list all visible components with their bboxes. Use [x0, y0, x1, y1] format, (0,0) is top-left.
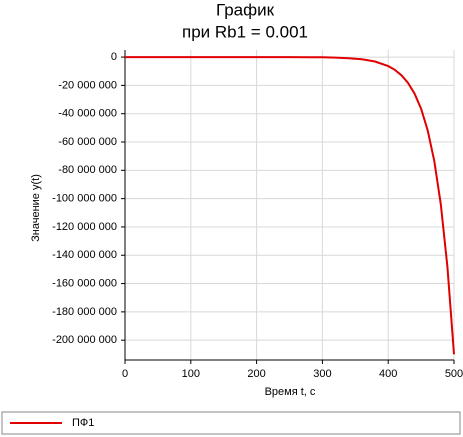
- y-tick-label: -200 000 000: [52, 334, 117, 346]
- chart-subtitle: при Rb1 = 0.001: [182, 22, 308, 41]
- x-tick-label: 0: [122, 368, 128, 380]
- x-tick-label: 300: [313, 368, 331, 380]
- y-tick-label: -100 000 000: [52, 193, 117, 205]
- y-tick-label: -140 000 000: [52, 249, 117, 261]
- x-tick-label: 500: [445, 368, 463, 380]
- y-tick-label: -120 000 000: [52, 221, 117, 233]
- y-tick-label: -60 000 000: [58, 136, 117, 148]
- y-tick-label: -40 000 000: [58, 108, 117, 120]
- legend-label: ПФ1: [72, 417, 94, 429]
- chart-title: График: [216, 0, 275, 19]
- x-axis-label: Время t, c: [265, 386, 316, 398]
- y-tick-label: -20 000 000: [58, 79, 117, 91]
- series-line: [125, 56, 455, 355]
- plot-area: [125, 50, 454, 360]
- y-tick-label: -180 000 000: [52, 306, 117, 318]
- y-axis-label: Значение y(t): [30, 174, 42, 242]
- x-tick-label: 400: [379, 368, 397, 380]
- y-tick-label: -160 000 000: [52, 277, 117, 289]
- x-tick-label: 200: [247, 368, 265, 380]
- legend-box: [1, 411, 461, 435]
- x-tick-label: 100: [182, 368, 200, 380]
- y-tick-label: 0: [111, 51, 117, 63]
- y-tick-label: -80 000 000: [58, 164, 117, 176]
